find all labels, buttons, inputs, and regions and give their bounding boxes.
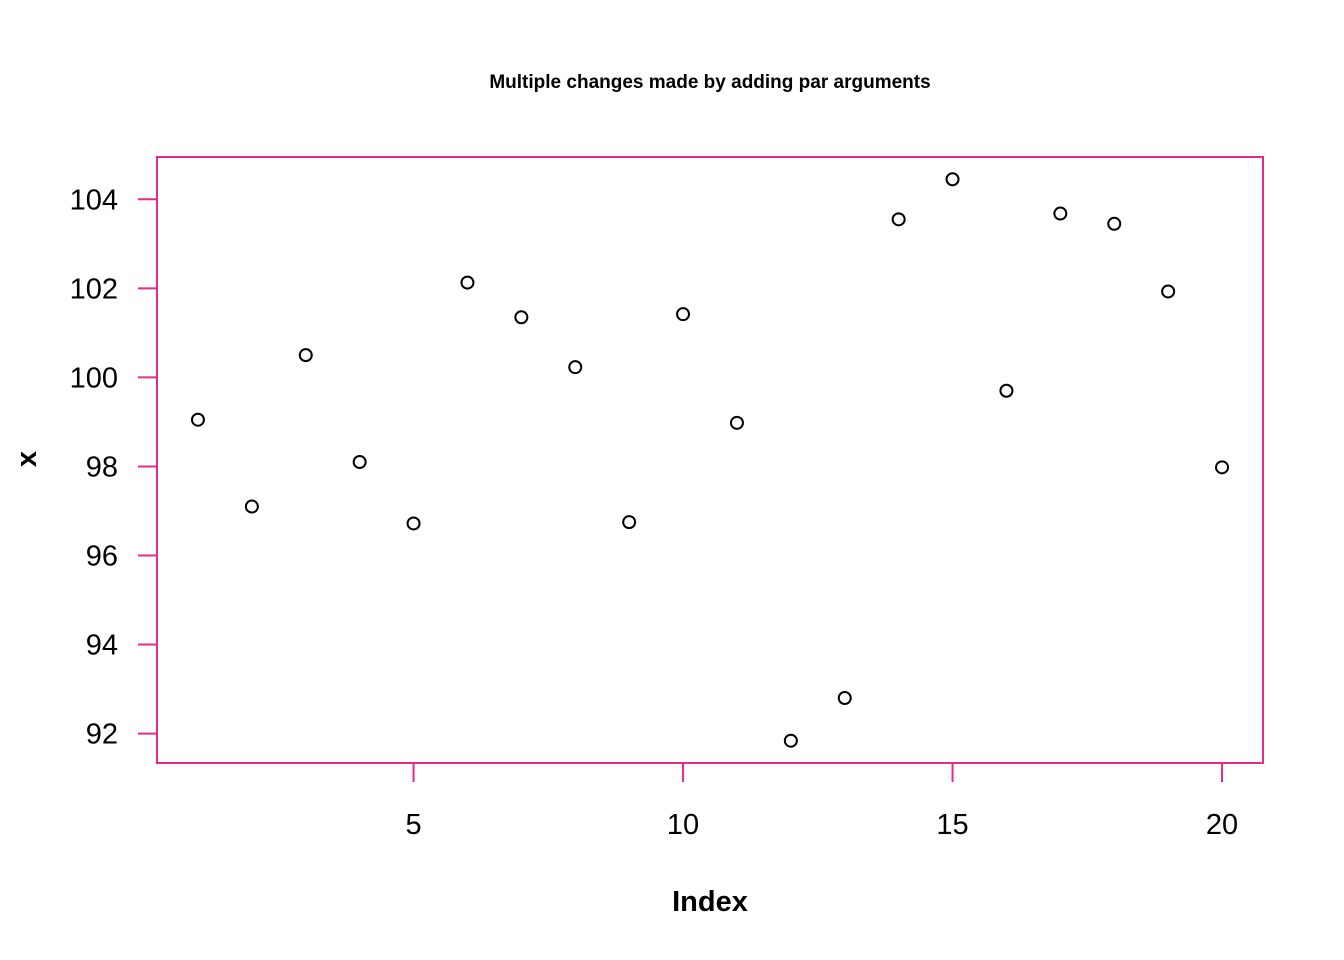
x-tick-label-20: 20 [1206,809,1238,841]
data-point-8 [568,360,583,375]
y-tick-label-92: 92 [86,719,118,751]
y-tick-label-104: 104 [70,184,118,216]
data-point-19 [1161,284,1176,299]
x-tick-label-10: 10 [667,809,699,841]
y-tick-label-96: 96 [86,541,118,573]
chart-title: Multiple changes made by adding par argu… [489,72,930,93]
data-points [190,172,1230,748]
data-point-5 [406,516,421,531]
y-axis-label: x [11,451,43,467]
data-point-12 [783,733,798,748]
data-point-4 [352,455,367,470]
data-point-1 [190,412,205,427]
data-point-11 [729,415,744,430]
x-tick-label-5: 5 [405,809,421,841]
data-point-15 [945,172,960,187]
data-point-6 [460,275,475,290]
data-point-3 [298,348,313,363]
data-point-18 [1107,216,1122,231]
y-tick-label-94: 94 [86,630,118,662]
plot-frame [156,156,1264,764]
data-point-20 [1215,460,1230,475]
y-tick-label-100: 100 [70,362,118,394]
y-axis: 92 94 96 98 100 102 104 [70,184,158,751]
data-point-17 [1053,206,1068,221]
data-point-14 [891,212,906,227]
x-axis: 5 10 15 20 [405,762,1238,841]
data-point-9 [622,515,637,530]
data-point-16 [999,383,1014,398]
data-point-7 [514,310,529,325]
y-tick-label-98: 98 [86,451,118,483]
x-axis-label: Index [672,886,748,918]
x-tick-label-15: 15 [936,809,968,841]
data-point-10 [676,307,691,322]
data-point-13 [837,690,852,705]
data-point-2 [244,499,259,514]
y-tick-label-102: 102 [70,273,118,305]
